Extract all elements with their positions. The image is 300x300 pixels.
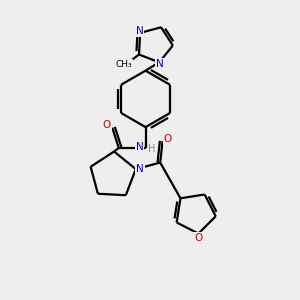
Text: N: N [136,26,143,36]
Text: CH₃: CH₃ [116,59,133,68]
Text: O: O [164,134,172,144]
Text: N: N [156,59,164,69]
Text: O: O [103,120,111,130]
Text: N: N [136,142,143,152]
Text: N: N [136,164,144,174]
Text: O: O [194,233,202,243]
Text: H: H [148,144,156,154]
